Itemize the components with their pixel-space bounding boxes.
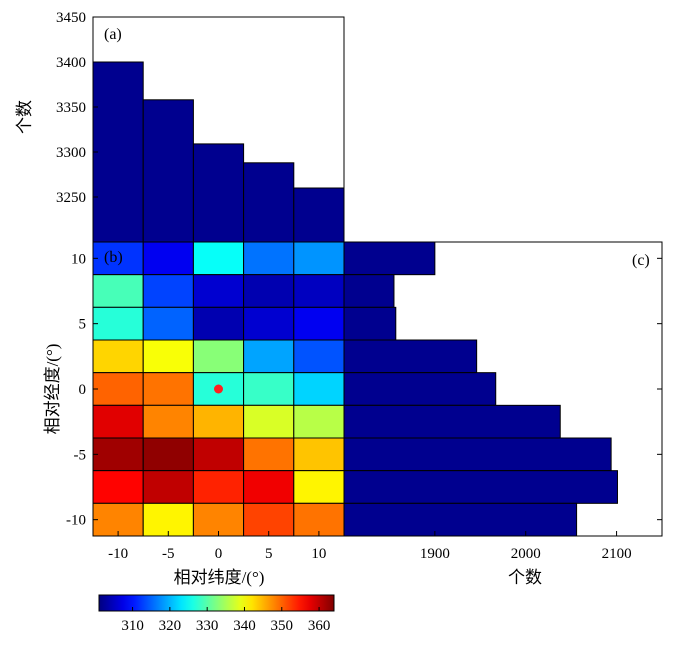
panel-c-bar — [343, 437, 612, 472]
y-tick-label: 3300 — [56, 145, 86, 161]
panel-a-bar — [243, 162, 295, 243]
heatmap-cell — [92, 306, 144, 341]
x-tick-label: 10 — [311, 546, 326, 562]
heatmap-cell — [293, 306, 345, 341]
heatmap-cell — [243, 437, 295, 472]
heatmap-cell — [92, 404, 144, 439]
y-tick-label: -10 — [66, 513, 86, 529]
colorbar-tick-label: 350 — [271, 618, 294, 634]
panel-a-bar — [92, 61, 144, 243]
panel-c-bar — [343, 306, 397, 341]
heatmap-cell — [92, 372, 144, 406]
heatmap-cell — [142, 372, 194, 406]
y-tick-label: 3350 — [56, 100, 86, 116]
x-tick-label: -10 — [108, 546, 128, 562]
y-tick-label: 3250 — [56, 190, 86, 206]
colorbar-tick-label: 320 — [159, 618, 182, 634]
heatmap-cell — [243, 470, 295, 504]
colorbar-tick-label: 310 — [121, 618, 144, 634]
heatmap-cell — [142, 404, 194, 439]
colorbar-tick-label: 330 — [196, 618, 219, 634]
heatmap-cell — [243, 372, 295, 406]
colorbar-tick-label: 340 — [233, 618, 256, 634]
heatmap-cell — [192, 437, 245, 472]
heatmap-cell — [243, 274, 295, 308]
x-tick-label: 0 — [215, 546, 223, 562]
x-tick-label: 2100 — [602, 546, 632, 562]
y-tick-label: 3450 — [56, 10, 86, 26]
x-tick-label: 5 — [265, 546, 273, 562]
heatmap-cell — [192, 404, 245, 439]
origin-marker — [214, 384, 223, 394]
panel-c-xlabel: 个数 — [508, 568, 542, 587]
panel-b-xlabel: 相对纬度/(°) — [174, 568, 265, 587]
panel-c-bar — [343, 274, 395, 308]
heatmap-cell — [293, 437, 345, 472]
heatmap-cell — [293, 241, 345, 276]
heatmap-cell — [92, 339, 144, 374]
heatmap-cell — [192, 241, 245, 276]
heatmap-cell — [293, 404, 345, 439]
panel-a-ylabel: 个数 — [15, 100, 34, 134]
panel-c-bar — [343, 372, 497, 406]
panel-c-bar — [343, 339, 478, 374]
heatmap-cell — [142, 437, 194, 472]
heatmap-cell — [293, 274, 345, 308]
x-tick-label: 1900 — [420, 546, 450, 562]
y-tick-label: 5 — [79, 317, 87, 333]
x-tick-label: -5 — [162, 546, 175, 562]
heatmap-cell — [243, 241, 295, 276]
heatmap-cell — [142, 306, 194, 341]
heatmap-cell — [243, 306, 295, 341]
heatmap-cell — [142, 274, 194, 308]
heatmap-cell — [293, 372, 345, 406]
panel-a-bar — [142, 99, 194, 243]
panel-a-label: (a) — [104, 26, 122, 43]
heatmap-cell — [192, 306, 245, 341]
heatmap-cell — [243, 339, 295, 374]
heatmap-cell — [192, 274, 245, 308]
heatmap-cell — [92, 470, 144, 504]
heatmap-cell — [92, 437, 144, 472]
colorbar-tick-label: 360 — [308, 618, 331, 634]
heatmap-cell — [92, 274, 144, 308]
heatmap-cell — [243, 404, 295, 439]
y-tick-label: -5 — [74, 447, 87, 463]
heatmap-cell — [192, 339, 245, 374]
panel-b-ylabel: 相对经度/(°) — [43, 344, 62, 435]
panel-c-bar — [343, 502, 578, 537]
y-tick-label: 3400 — [56, 55, 86, 71]
panel-a-bar — [192, 143, 245, 243]
panel-b-label: (b) — [104, 249, 123, 266]
heatmap-cell — [293, 470, 345, 504]
heatmap-cell — [243, 502, 295, 537]
heatmap-cell — [142, 241, 194, 276]
y-tick-label: 0 — [79, 382, 87, 398]
x-tick-label: 2000 — [511, 546, 541, 562]
panel-c-label: (c) — [632, 252, 650, 269]
panel-c-bar — [343, 470, 618, 504]
colorbar — [98, 594, 335, 612]
heatmap-cell — [142, 470, 194, 504]
heatmap-cell — [192, 470, 245, 504]
heatmap-cell — [142, 339, 194, 374]
heatmap-cell — [293, 339, 345, 374]
y-tick-label: 10 — [71, 251, 86, 267]
panel-c-bar — [343, 404, 561, 439]
panel-a-bar — [293, 187, 345, 243]
panel-c-bar — [343, 241, 436, 276]
